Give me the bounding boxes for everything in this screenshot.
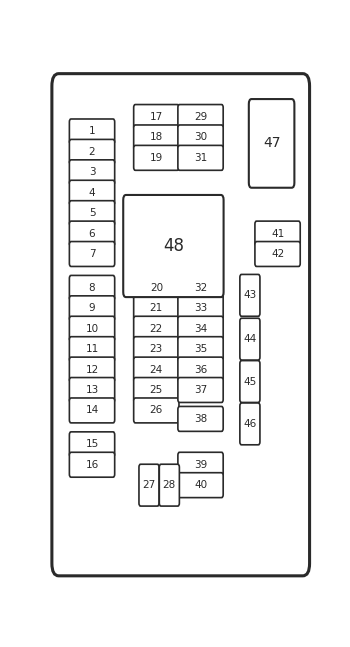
FancyBboxPatch shape bbox=[178, 378, 223, 402]
FancyBboxPatch shape bbox=[134, 125, 179, 150]
Text: 27: 27 bbox=[142, 480, 156, 490]
FancyBboxPatch shape bbox=[134, 336, 179, 362]
FancyBboxPatch shape bbox=[69, 201, 115, 226]
Text: 7: 7 bbox=[89, 249, 95, 259]
Text: 8: 8 bbox=[89, 283, 95, 293]
FancyBboxPatch shape bbox=[134, 105, 179, 129]
FancyBboxPatch shape bbox=[52, 74, 310, 576]
Text: 24: 24 bbox=[150, 364, 163, 375]
FancyBboxPatch shape bbox=[134, 296, 179, 321]
FancyBboxPatch shape bbox=[178, 336, 223, 362]
FancyBboxPatch shape bbox=[69, 357, 115, 382]
Text: 47: 47 bbox=[263, 137, 280, 150]
FancyBboxPatch shape bbox=[134, 357, 179, 382]
Text: 29: 29 bbox=[194, 112, 207, 122]
Text: 6: 6 bbox=[89, 228, 95, 239]
FancyBboxPatch shape bbox=[69, 119, 115, 144]
Text: 42: 42 bbox=[271, 249, 284, 259]
Text: 26: 26 bbox=[150, 406, 163, 415]
Text: 48: 48 bbox=[163, 237, 184, 255]
FancyBboxPatch shape bbox=[69, 276, 115, 300]
Text: 15: 15 bbox=[85, 439, 99, 449]
Text: 5: 5 bbox=[89, 208, 95, 218]
FancyBboxPatch shape bbox=[249, 99, 294, 188]
FancyBboxPatch shape bbox=[178, 276, 223, 300]
Text: 38: 38 bbox=[194, 414, 207, 424]
Text: 3: 3 bbox=[89, 168, 95, 177]
Text: 44: 44 bbox=[243, 334, 257, 344]
FancyBboxPatch shape bbox=[134, 316, 179, 341]
Text: 18: 18 bbox=[150, 133, 163, 142]
Text: 34: 34 bbox=[194, 324, 207, 334]
FancyBboxPatch shape bbox=[69, 336, 115, 362]
Text: 46: 46 bbox=[243, 419, 257, 429]
Text: 17: 17 bbox=[150, 112, 163, 122]
Text: 20: 20 bbox=[150, 283, 163, 293]
Text: 23: 23 bbox=[150, 344, 163, 354]
FancyBboxPatch shape bbox=[178, 473, 223, 498]
Text: 37: 37 bbox=[194, 385, 207, 395]
Text: 28: 28 bbox=[163, 480, 176, 490]
Text: 9: 9 bbox=[89, 303, 95, 313]
FancyBboxPatch shape bbox=[178, 146, 223, 170]
FancyBboxPatch shape bbox=[69, 241, 115, 267]
Text: 21: 21 bbox=[150, 303, 163, 313]
FancyBboxPatch shape bbox=[69, 160, 115, 185]
Text: 45: 45 bbox=[243, 377, 257, 386]
Text: 33: 33 bbox=[194, 303, 207, 313]
Text: 39: 39 bbox=[194, 460, 207, 470]
FancyBboxPatch shape bbox=[178, 105, 223, 129]
FancyBboxPatch shape bbox=[134, 398, 179, 423]
Text: 32: 32 bbox=[194, 283, 207, 293]
Text: 36: 36 bbox=[194, 364, 207, 375]
Text: 13: 13 bbox=[85, 385, 99, 395]
FancyBboxPatch shape bbox=[240, 274, 260, 316]
Text: 1: 1 bbox=[89, 126, 95, 137]
FancyBboxPatch shape bbox=[178, 125, 223, 150]
FancyBboxPatch shape bbox=[69, 139, 115, 164]
FancyBboxPatch shape bbox=[240, 403, 260, 444]
FancyBboxPatch shape bbox=[69, 398, 115, 423]
Text: 12: 12 bbox=[85, 364, 99, 375]
FancyBboxPatch shape bbox=[178, 296, 223, 321]
FancyBboxPatch shape bbox=[134, 146, 179, 170]
Text: 11: 11 bbox=[85, 344, 99, 354]
FancyBboxPatch shape bbox=[255, 241, 300, 267]
FancyBboxPatch shape bbox=[69, 378, 115, 402]
Text: 14: 14 bbox=[85, 406, 99, 415]
FancyBboxPatch shape bbox=[178, 357, 223, 382]
FancyBboxPatch shape bbox=[178, 452, 223, 477]
Text: 43: 43 bbox=[243, 291, 257, 300]
FancyBboxPatch shape bbox=[134, 378, 179, 402]
FancyBboxPatch shape bbox=[178, 316, 223, 341]
FancyBboxPatch shape bbox=[255, 221, 300, 246]
FancyBboxPatch shape bbox=[139, 465, 159, 506]
FancyBboxPatch shape bbox=[69, 181, 115, 205]
FancyBboxPatch shape bbox=[69, 432, 115, 457]
FancyBboxPatch shape bbox=[159, 465, 179, 506]
Text: 35: 35 bbox=[194, 344, 207, 354]
FancyBboxPatch shape bbox=[240, 318, 260, 360]
FancyBboxPatch shape bbox=[123, 195, 224, 297]
Text: 10: 10 bbox=[85, 324, 99, 334]
Text: 22: 22 bbox=[150, 324, 163, 334]
Text: 25: 25 bbox=[150, 385, 163, 395]
Text: 40: 40 bbox=[194, 480, 207, 490]
FancyBboxPatch shape bbox=[69, 221, 115, 246]
Text: 41: 41 bbox=[271, 228, 284, 239]
Text: 2: 2 bbox=[89, 147, 95, 157]
Text: 4: 4 bbox=[89, 188, 95, 198]
FancyBboxPatch shape bbox=[134, 276, 179, 300]
Text: 30: 30 bbox=[194, 133, 207, 142]
FancyBboxPatch shape bbox=[69, 452, 115, 477]
Text: 31: 31 bbox=[194, 153, 207, 163]
FancyBboxPatch shape bbox=[240, 360, 260, 402]
Text: 19: 19 bbox=[150, 153, 163, 163]
FancyBboxPatch shape bbox=[69, 296, 115, 321]
FancyBboxPatch shape bbox=[69, 316, 115, 341]
FancyBboxPatch shape bbox=[178, 406, 223, 432]
Text: 16: 16 bbox=[85, 460, 99, 470]
